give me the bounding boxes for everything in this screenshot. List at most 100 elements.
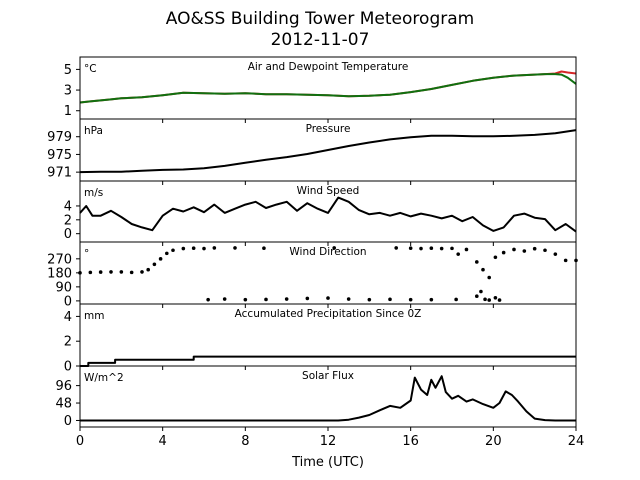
panel-5-unit: W/m^2 — [84, 372, 124, 384]
panel-3-ytick-label-0: 0 — [64, 294, 72, 309]
panel-4-title: Accumulated Precipitation Since 0Z — [235, 308, 422, 320]
panels-group: 135 Air and Dewpoint Temperature°C9719759… — [47, 56, 585, 449]
panel-3-point-0-18 — [332, 246, 337, 250]
panel-3-point-0-11 — [171, 248, 175, 253]
panel-3-point-1-12 — [454, 297, 458, 302]
panel-3-point-1-2 — [243, 297, 248, 302]
x-tick-label-4: 16 — [402, 434, 419, 449]
panel-3-point-0-13 — [191, 246, 196, 251]
panel-3-point-0-34 — [532, 246, 537, 251]
panel-3-point-0-7 — [146, 267, 150, 272]
panel-3-point-1-15 — [483, 297, 487, 302]
panel-3-point-0-8 — [152, 262, 157, 267]
panel-3-point-0-32 — [512, 247, 516, 252]
x-tick-label-3: 12 — [320, 434, 337, 449]
panel-3-point-0-25 — [456, 252, 461, 256]
panel-3-point-0-1 — [88, 270, 93, 275]
x-axis-label: Time (UTC) — [291, 455, 364, 470]
panel-3-title: Wind Direction — [289, 246, 366, 258]
panel-3-point-0-10 — [165, 251, 169, 256]
x-tick-label-1: 4 — [159, 434, 167, 449]
panel-3-point-0-15 — [212, 246, 217, 250]
panel-3-point-0-30 — [493, 255, 498, 260]
panel-3-point-0-37 — [563, 258, 568, 263]
panel-4-series-0 — [80, 355, 576, 367]
figure-title: AO&SS Building Tower Meteorogram — [166, 9, 474, 29]
panel-4-ytick-label-1: 2 — [64, 335, 72, 350]
panel-3-point-0-26 — [464, 247, 469, 252]
panel-5-ytick-label-1: 48 — [55, 397, 72, 412]
panel-2-ytick-label-0: 0 — [64, 227, 72, 242]
panel-3-point-1-14 — [479, 289, 483, 294]
panel-0: 1 3 5 Air and Dewpoint Temperature °C — [64, 56, 577, 123]
panel-0-series-1 — [79, 73, 577, 104]
panel-3-point-0-9 — [158, 257, 163, 261]
x-tick-label-5: 20 — [485, 434, 502, 449]
panel-3-ytick-label-2: 180 — [47, 266, 72, 281]
figure-subtitle: 2012-11-07 — [271, 30, 370, 50]
panel-2-title: Wind Speed — [297, 185, 360, 197]
panel-1-ytick-label-0: 971 — [47, 166, 72, 181]
panel-3-point-1-11 — [429, 297, 434, 302]
panel-3-ytick-label-1: 90 — [55, 280, 72, 295]
panel-3-point-1-17 — [493, 295, 498, 300]
panel-3-point-0-21 — [419, 246, 423, 251]
panel-5-title: Solar Flux — [302, 370, 354, 382]
panel-2-unit: m/s — [84, 187, 103, 199]
panel-3-point-1-4 — [284, 297, 289, 301]
panel-4-ytick-label-0: 0 — [64, 360, 72, 375]
panel-3-point-1-0 — [206, 297, 210, 302]
panel-3-point-0-19 — [394, 246, 399, 250]
panel-3-point-0-33 — [522, 249, 527, 253]
panel-0-ytick-label-1: 3 — [64, 84, 72, 99]
panel-3-point-0-36 — [553, 252, 558, 256]
panel-0-ytick-label-0: 1 — [64, 104, 72, 119]
panel-4-unit: mm — [84, 310, 104, 322]
panel-3-point-0-4 — [119, 270, 124, 274]
panel-1-ytick-label-2: 979 — [47, 130, 72, 145]
panel-1-series-0 — [79, 129, 577, 174]
panel-1: 971 975 979 Pressure hPa — [47, 118, 577, 185]
panel-2: 024 Wind Speed m/s — [64, 180, 577, 246]
panel-3-point-0-23 — [439, 246, 444, 251]
panel-3-point-1-1 — [222, 297, 227, 301]
panel-3-point-1-18 — [497, 298, 502, 302]
x-tick-label-6: 24 — [568, 434, 585, 449]
panel-3-point-1-5 — [305, 296, 310, 301]
panel-3-point-0-5 — [129, 270, 134, 275]
panel-5-series-0 — [80, 375, 576, 422]
panel-2-ytick-label-1: 2 — [64, 213, 72, 228]
panel-0-unit: °C — [84, 63, 97, 75]
panel-3-point-0-20 — [408, 246, 413, 251]
panel-1-unit: hPa — [84, 125, 103, 137]
panel-3-point-1-13 — [475, 294, 479, 299]
panel-3-point-0-16 — [233, 246, 237, 250]
panel-1-title: Pressure — [306, 123, 351, 135]
panel-3-point-1-6 — [326, 296, 330, 300]
panel-1-ytick-label-1: 975 — [47, 148, 72, 163]
panel-3-point-0-22 — [429, 246, 434, 251]
panel-3-point-0-29 — [487, 275, 492, 280]
panel-5-ytick-label-0: 0 — [64, 414, 72, 429]
panel-3-point-0-27 — [475, 260, 479, 264]
panel-3-point-0-6 — [140, 270, 144, 274]
panel-3-point-0-3 — [109, 270, 113, 274]
panel-3-unit: ° — [84, 248, 89, 260]
panel-3-point-1-7 — [346, 297, 351, 301]
panel-3-ytick-label-3: 270 — [47, 252, 72, 267]
panel-3-point-0-31 — [501, 250, 506, 255]
panel-5-ytick-label-2: 96 — [55, 379, 72, 394]
panel-3-point-1-8 — [367, 297, 372, 302]
panel-3-point-1-16 — [487, 298, 492, 302]
panel-4: 0 2 4 Accumulated Precipitation Since 0Z mm — [64, 303, 577, 375]
panel-3-point-0-2 — [98, 270, 103, 274]
panel-2-ytick-label-2: 4 — [64, 199, 72, 214]
panel-3-point-1-9 — [388, 297, 392, 302]
x-tick-label-0: 0 — [76, 434, 84, 449]
x-tick-label-2: 8 — [241, 434, 249, 449]
panel-0-ytick-label-2: 5 — [64, 63, 72, 78]
panel-3-point-1-10 — [408, 297, 413, 302]
